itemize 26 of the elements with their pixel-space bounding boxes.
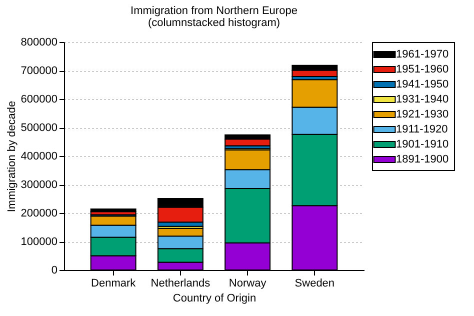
chart-subtitle: (columnstacked histogram) (148, 17, 280, 29)
legend-label: 1911-1920 (396, 124, 448, 136)
y-tick-label: 200000 (20, 208, 58, 220)
legend-label: 1951-1960 (396, 64, 449, 76)
y-tick-label: 500000 (20, 122, 58, 134)
legend-label: 1961-1970 (396, 48, 449, 60)
y-tick-label: 600000 (20, 94, 58, 106)
legend-label: 1921-1930 (396, 108, 449, 120)
x-tick-label: Norway (228, 278, 267, 290)
x-axis-title: Country of Origin (172, 292, 256, 304)
chart-title: Immigration from Northern Europe (130, 5, 298, 17)
y-tick-label: 100000 (20, 236, 58, 248)
legend-label: 1901-1910 (396, 138, 449, 150)
y-tick-label: 400000 (20, 150, 58, 162)
y-axis-title: Immigration by decade (6, 100, 18, 212)
legend-label: 1931-1940 (396, 94, 449, 106)
y-tick-label: 300000 (20, 179, 58, 191)
x-tick-label: Netherlands (150, 278, 211, 290)
y-tick-label: 700000 (20, 65, 58, 77)
y-tick-label: 0 (51, 264, 58, 276)
x-tick-label: Sweden (294, 278, 335, 290)
legend-label: 1941-1950 (396, 78, 449, 90)
y-tick-label: 800000 (20, 36, 58, 48)
legend-label: 1891-1900 (396, 154, 449, 166)
x-tick-label: Denmark (91, 278, 136, 290)
bar (90, 208, 136, 212)
